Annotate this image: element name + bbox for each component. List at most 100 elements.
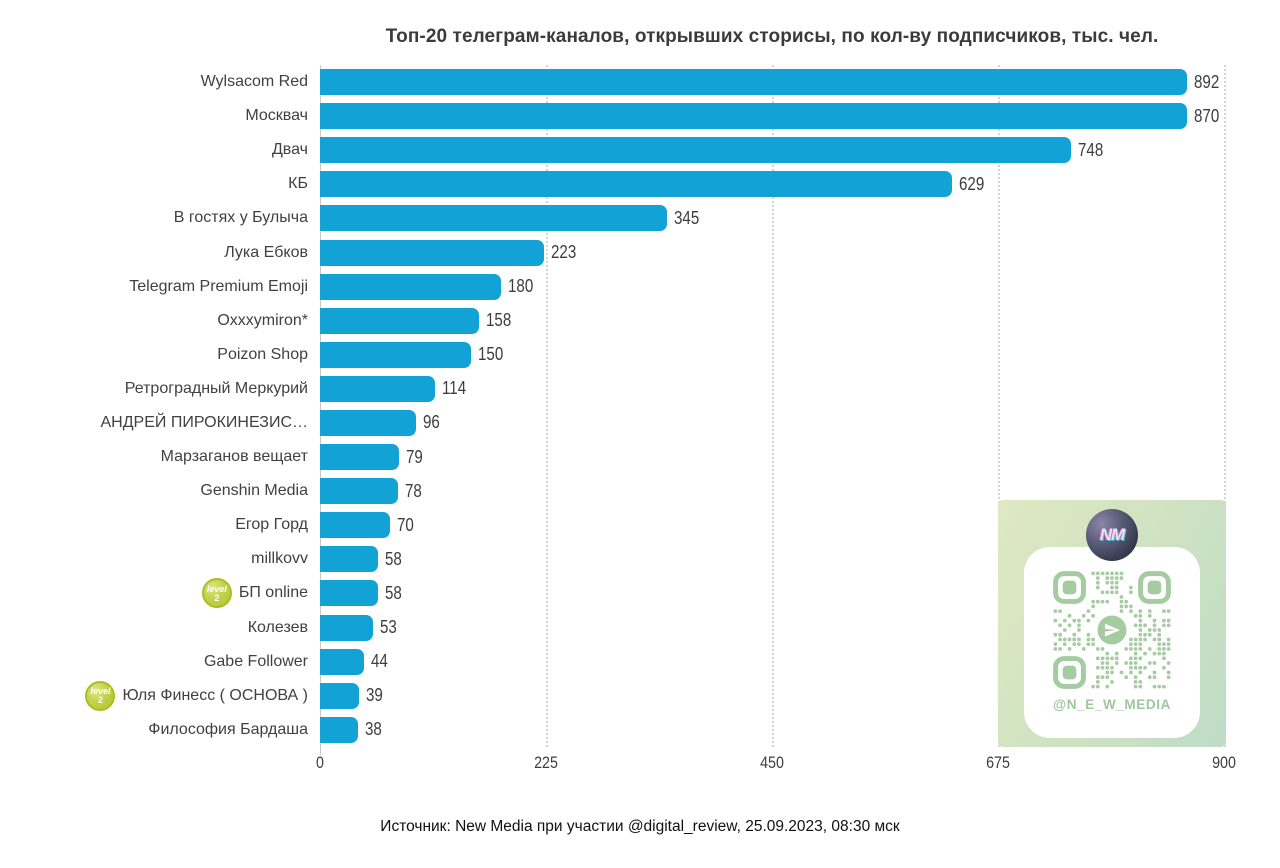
bar-row: Gabe Follower 44	[0, 645, 1224, 679]
qr-handle: @N_E_W_MEDIA	[1053, 697, 1171, 712]
bar-label-cell: Gabe Follower	[0, 653, 308, 671]
gridline	[772, 65, 774, 747]
bar-row: КБ 629	[0, 167, 1224, 201]
bar-label-cell: Колезев	[0, 619, 308, 637]
bar-label-cell: Философия Бардаша	[0, 721, 308, 739]
bar-label: БП online	[238, 584, 308, 602]
bar-row: Wylsacom Red 892	[0, 65, 1224, 99]
bar-track: 114	[320, 375, 1224, 402]
bar-value: 345	[673, 207, 699, 228]
bar	[320, 409, 417, 436]
gridline	[546, 65, 548, 747]
bar-track: 53	[320, 614, 1224, 641]
bar-label: Poizon Shop	[217, 345, 308, 363]
bar-track: 158	[320, 307, 1224, 334]
bar-value: 58	[385, 548, 403, 569]
bar	[320, 648, 365, 675]
bar-track: 180	[320, 273, 1224, 300]
bar-label: КБ	[288, 175, 308, 193]
bar	[320, 205, 667, 232]
bar-track: 96	[320, 409, 1224, 436]
bar-label: Егор Горд	[235, 516, 308, 534]
bar-row: Genshin Media 78	[0, 474, 1224, 508]
bar-row: Философия Бардаша 38	[0, 713, 1224, 747]
bar-label-cell: Москвач	[0, 107, 308, 125]
bar-label: В гостях у Булыча	[173, 209, 308, 227]
bar	[320, 137, 1072, 164]
level-2-badge: level 2	[201, 578, 232, 609]
bar-track: 629	[320, 171, 1224, 198]
bar-value: 870	[1193, 105, 1220, 126]
bar-label: Ретроградный Меркурий	[124, 379, 308, 397]
telegram-plane-icon	[1104, 623, 1121, 637]
bar	[320, 239, 544, 266]
bar-label-cell: level 2 Юля Финесс ( ОСНОВА )	[0, 680, 308, 711]
bar-track: 78	[320, 478, 1224, 505]
avatar-initials: NM	[1099, 525, 1125, 544]
bar-label-cell: Genshin Media	[0, 482, 308, 500]
bar-track: 892	[320, 69, 1224, 96]
bar-track: 39	[320, 682, 1224, 709]
bar-row: Oxxxymiron* 158	[0, 304, 1224, 338]
x-tick-label: 450	[760, 753, 784, 772]
bar-label-cell: КБ	[0, 175, 308, 193]
bar-row: АНДРЕЙ ПИРОКИНЕЗИС… 96	[0, 406, 1224, 440]
bar-value: 96	[423, 412, 441, 433]
bar-value: 180	[507, 276, 534, 297]
bar-value: 70	[397, 514, 415, 535]
bar-track: 58	[320, 580, 1224, 607]
bar	[320, 546, 379, 573]
bar	[320, 478, 399, 505]
bar-track: 748	[320, 137, 1224, 164]
bar-label: Юля Финесс ( ОСНОВА )	[122, 686, 308, 704]
bar-row: millkovv 58	[0, 542, 1224, 576]
bar-label-cell: АНДРЕЙ ПИРОКИНЕЗИС…	[0, 414, 308, 432]
bar-label-cell: Двач	[0, 141, 308, 159]
bar-row: level 2 Юля Финесс ( ОСНОВА ) 39	[0, 679, 1224, 713]
bar-label-cell: Егор Горд	[0, 516, 308, 534]
qr-panel: NM @N_E_W_MEDIA	[998, 500, 1226, 747]
qr-code	[1053, 571, 1171, 689]
bar-label-cell: Wylsacom Red	[0, 73, 308, 91]
x-tick-label: 0	[316, 753, 324, 772]
bar-label-cell: Telegram Premium Emoji	[0, 278, 308, 296]
bar-value: 78	[405, 480, 423, 501]
bar	[320, 307, 479, 334]
bar-row: Москвач 870	[0, 99, 1224, 133]
badge-level-text: level	[90, 686, 111, 697]
bar-value: 748	[1078, 139, 1104, 160]
bar-label-cell: В гостях у Булыча	[0, 209, 308, 227]
bar-value: 39	[366, 685, 383, 706]
bar-label: Oxxxymiron*	[217, 311, 308, 329]
bar-row: Poizon Shop 150	[0, 338, 1224, 372]
bar-row: Telegram Premium Emoji 180	[0, 270, 1224, 304]
bar-label-cell: millkovv	[0, 550, 308, 568]
badge-level-text: level	[206, 583, 227, 594]
bar-row: Колезев 53	[0, 611, 1224, 645]
bar-row: Ретроградный Меркурий 114	[0, 372, 1224, 406]
bar-label: АНДРЕЙ ПИРОКИНЕЗИС…	[100, 413, 308, 431]
bar-label: millkovv	[251, 550, 308, 568]
bar-value: 44	[371, 651, 389, 672]
bar	[320, 512, 391, 539]
x-tick-label: 225	[534, 753, 558, 772]
bar-label-cell: Ретроградный Меркурий	[0, 380, 308, 398]
bar-value: 629	[958, 173, 985, 194]
bar-label: Москвач	[245, 107, 308, 125]
bar-row: Двач 748	[0, 133, 1224, 167]
x-tick-label: 900	[1212, 753, 1236, 772]
bar-label-cell: Марзаганов вещает	[0, 448, 308, 466]
bar	[320, 273, 501, 300]
bar-track: 223	[320, 239, 1224, 266]
bar	[320, 69, 1187, 96]
bar-track: 79	[320, 444, 1224, 471]
bar-label-cell: Oxxxymiron*	[0, 312, 308, 330]
bar-row: Лука Ебков 223	[0, 235, 1224, 269]
bar-value: 53	[380, 617, 398, 638]
x-axis: 0 225 450 675 900	[316, 753, 1236, 775]
bar-row: Егор Горд 70	[0, 508, 1224, 542]
bar-row: Марзаганов вещает 79	[0, 440, 1224, 474]
bar-value: 158	[485, 310, 511, 331]
bar-label: Wylsacom Red	[200, 73, 308, 91]
